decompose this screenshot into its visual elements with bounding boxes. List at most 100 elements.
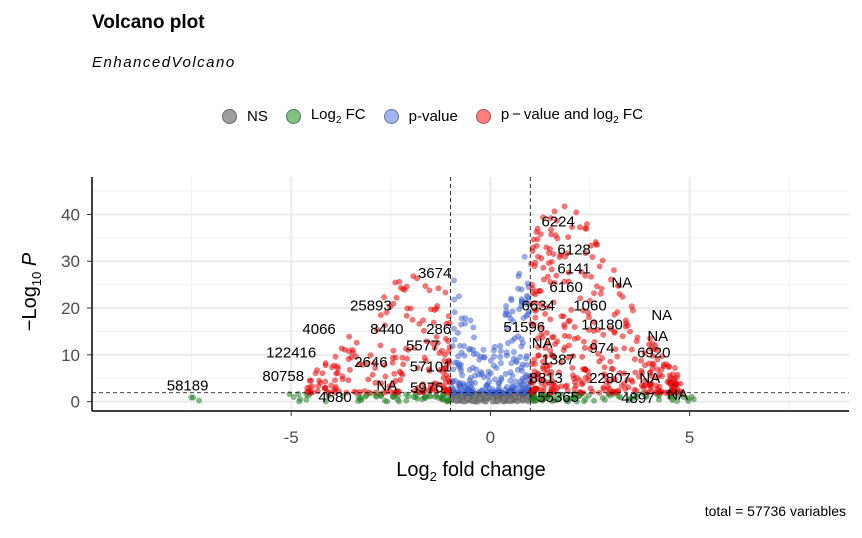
point-pvalue — [497, 353, 504, 360]
point-pvalue-and-log2fc — [433, 381, 440, 388]
point-pvalue-and-log2fc — [585, 309, 592, 316]
point-pvalue — [510, 318, 517, 325]
point-pvalue-and-log2fc — [561, 344, 568, 351]
point-pvalue-and-log2fc — [540, 276, 547, 283]
point-pvalue-and-log2fc — [589, 388, 596, 395]
point-pvalue-and-log2fc — [534, 335, 541, 342]
point-pvalue-and-log2fc — [542, 344, 549, 351]
point-pvalue-and-log2fc — [420, 327, 427, 334]
point-pvalue-and-log2fc — [561, 332, 568, 339]
legend-swatch-pvalue — [383, 108, 399, 124]
point-pvalue — [477, 353, 484, 360]
point-pvalue-and-log2fc — [579, 353, 586, 360]
point-pvalue-and-log2fc — [532, 314, 539, 321]
point-ns — [490, 398, 497, 405]
point-pvalue-and-log2fc — [580, 338, 587, 345]
gene-label: 6224 — [541, 213, 574, 230]
point-pvalue-and-log2fc — [586, 297, 593, 304]
point-pvalue-and-log2fc — [345, 348, 352, 355]
point-pvalue-and-log2fc — [576, 224, 583, 231]
gene-label: NA — [647, 328, 668, 345]
point-pvalue-and-log2fc — [446, 344, 453, 351]
point-log2fc — [565, 398, 572, 405]
y-tick-label: 40 — [61, 205, 80, 224]
point-ns — [483, 394, 490, 401]
point-log2fc — [440, 396, 447, 403]
gene-label: 58189 — [167, 377, 209, 394]
point-pvalue-and-log2fc — [658, 366, 665, 373]
point-pvalue-and-log2fc — [407, 305, 414, 312]
gene-label: 51596 — [503, 319, 545, 336]
point-pvalue-and-log2fc — [319, 370, 326, 377]
point-log2fc — [384, 398, 391, 405]
point-pvalue-and-log2fc — [543, 329, 550, 336]
point-pvalue-and-log2fc — [584, 368, 591, 375]
point-pvalue-and-log2fc — [569, 224, 576, 231]
chart-subtitle: EnhancedVolcano — [92, 54, 236, 71]
point-pvalue-and-log2fc — [348, 354, 355, 361]
point-pvalue-and-log2fc — [381, 361, 388, 368]
point-pvalue-and-log2fc — [420, 317, 427, 324]
gene-label: 974 — [589, 340, 614, 357]
point-pvalue-and-log2fc — [442, 335, 449, 342]
point-pvalue-and-log2fc — [537, 231, 544, 238]
point-pvalue-and-log2fc — [544, 340, 551, 347]
point-pvalue-and-log2fc — [647, 345, 654, 352]
point-pvalue — [521, 386, 528, 393]
point-pvalue-and-log2fc — [601, 364, 608, 371]
point-pvalue-and-log2fc — [382, 373, 389, 380]
point-pvalue — [498, 374, 505, 381]
point-pvalue-and-log2fc — [433, 333, 440, 340]
point-pvalue-and-log2fc — [638, 367, 645, 374]
point-pvalue — [503, 383, 510, 390]
point-pvalue-and-log2fc — [534, 236, 541, 243]
x-axis-title: Log2 fold change — [396, 459, 546, 484]
point-pvalue — [517, 381, 524, 388]
gene-label: 122416 — [266, 345, 316, 362]
point-pvalue-and-log2fc — [607, 276, 614, 283]
point-pvalue-and-log2fc — [309, 389, 316, 396]
chart-title: Volcano plot — [92, 12, 205, 33]
point-pvalue-and-log2fc — [411, 345, 418, 352]
point-pvalue-and-log2fc — [430, 384, 437, 391]
point-pvalue-and-log2fc — [673, 380, 680, 387]
gene-label: 6920 — [637, 345, 670, 362]
point-pvalue-and-log2fc — [549, 352, 556, 359]
legend-label-pvalue: p-value — [408, 107, 458, 125]
point-pvalue-and-log2fc — [568, 306, 575, 313]
point-pvalue-and-log2fc — [587, 345, 594, 352]
point-pvalue-and-log2fc — [392, 279, 399, 286]
point-log2fc — [286, 391, 293, 398]
point-pvalue-and-log2fc — [435, 285, 442, 292]
legend-label-pvalue-and-log2fc: p − value and log2 FC — [500, 106, 643, 126]
legend-item-ns: NS — [222, 108, 268, 125]
point-pvalue-and-log2fc — [589, 254, 596, 261]
point-pvalue-and-log2fc — [529, 244, 536, 251]
point-pvalue — [458, 321, 465, 328]
point-pvalue-and-log2fc — [377, 312, 384, 319]
gene-label: 22807 — [589, 370, 631, 387]
point-pvalue-and-log2fc — [322, 360, 329, 367]
point-pvalue-and-log2fc — [371, 360, 378, 367]
point-pvalue-and-log2fc — [666, 380, 673, 387]
point-pvalue-and-log2fc — [628, 303, 635, 310]
point-pvalue-and-log2fc — [549, 334, 556, 341]
point-pvalue — [497, 347, 504, 354]
point-pvalue-and-log2fc — [649, 352, 656, 359]
point-pvalue — [451, 296, 458, 303]
point-pvalue — [493, 365, 500, 372]
point-pvalue — [473, 366, 480, 373]
y-tick-label: 0 — [71, 393, 80, 412]
point-pvalue-and-log2fc — [409, 316, 416, 323]
point-pvalue — [491, 353, 498, 360]
point-pvalue-and-log2fc — [660, 361, 667, 368]
point-pvalue-and-log2fc — [633, 387, 640, 394]
point-pvalue-and-log2fc — [577, 295, 584, 302]
gene-label: NA — [651, 307, 672, 324]
point-pvalue-and-log2fc — [571, 324, 578, 331]
point-pvalue-and-log2fc — [599, 257, 606, 264]
point-pvalue-and-log2fc — [601, 371, 608, 378]
point-pvalue — [450, 277, 457, 284]
point-pvalue — [517, 354, 524, 361]
point-pvalue-and-log2fc — [611, 329, 618, 336]
